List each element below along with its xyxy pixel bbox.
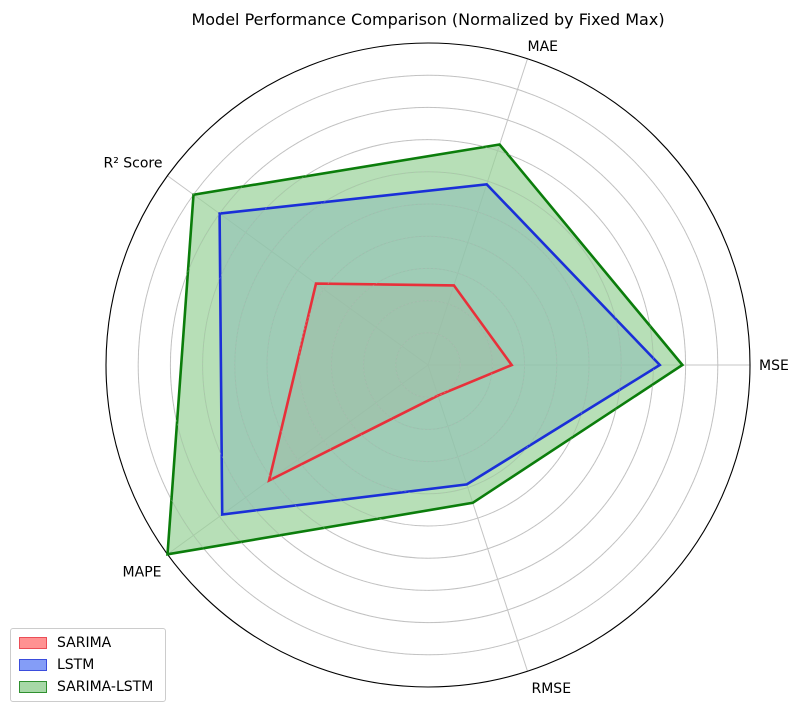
outer-frame xyxy=(105,42,751,688)
grid-overlay-8 xyxy=(170,107,686,623)
legend-item-sarima: SARIMA xyxy=(19,633,111,653)
legend-item-lstm: LSTM xyxy=(19,655,94,675)
grid-overlay-9 xyxy=(137,74,719,656)
axis-label-r-score: R² Score xyxy=(103,156,162,172)
legend-swatch-lstm xyxy=(19,659,47,671)
grid-overlay-2 xyxy=(363,300,493,430)
chart-title: Model Performance Comparison (Normalized… xyxy=(191,10,664,29)
series-fill-sarima-lstm xyxy=(167,144,683,555)
axis-label-rmse: RMSE xyxy=(532,681,572,697)
grid-overlay-3 xyxy=(331,268,525,462)
grid-overlay-7 xyxy=(202,139,654,591)
axis-label-mape: MAPE xyxy=(123,564,162,580)
legend-label-sarima-lstm: SARIMA-LSTM xyxy=(57,679,154,695)
legend-label-sarima: SARIMA xyxy=(57,635,112,651)
legend-swatch-sarima xyxy=(19,637,47,649)
series-line-lstm xyxy=(218,182,662,516)
legend: SARIMA LSTM SARIMA-LSTM xyxy=(10,628,166,702)
legend-label-lstm: LSTM xyxy=(57,657,95,673)
grid-overlay-1 xyxy=(395,332,461,398)
series-line-sarima xyxy=(267,282,514,483)
axis-label-mse: MSE xyxy=(759,358,789,374)
axis-label-mae: MAE xyxy=(528,39,559,55)
grid-overlay-6 xyxy=(234,171,622,559)
axis-labels: MSE MAE R² Score MAPE RMSE xyxy=(103,39,788,697)
legend-swatch-sarima-lstm xyxy=(19,681,47,693)
series-line-sarima-lstm xyxy=(166,143,685,556)
legend-item-sarima-lstm: SARIMA-LSTM xyxy=(19,677,153,697)
grid-overlay-5 xyxy=(266,203,590,527)
grid-overlay-4 xyxy=(298,235,558,495)
series-layer xyxy=(137,74,719,656)
